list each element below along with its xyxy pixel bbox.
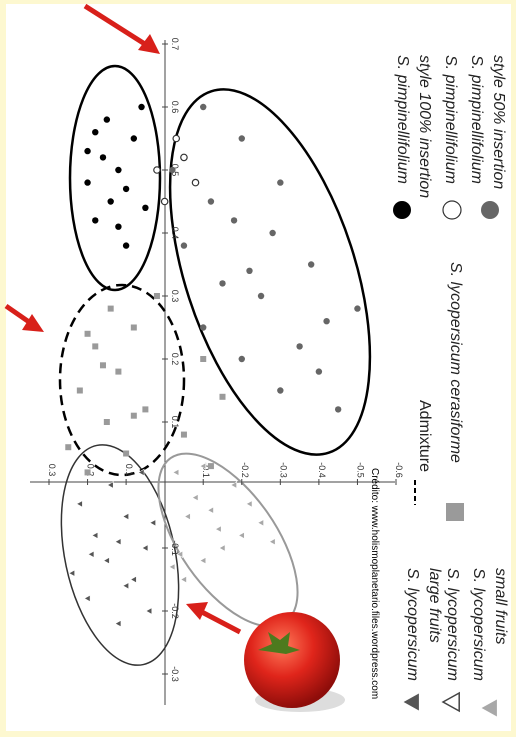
- point: [258, 293, 264, 299]
- point: [131, 135, 137, 141]
- point: [77, 388, 83, 394]
- credit: Crédito: www.holismoplanetario.files.wor…: [369, 468, 380, 699]
- point: [104, 419, 110, 425]
- point: [220, 394, 226, 400]
- legend-label: style 50% insertion: [490, 55, 507, 189]
- point: [131, 325, 137, 331]
- y-tick-label: -0.6: [394, 462, 404, 478]
- point: [246, 268, 252, 274]
- legend-symbol: [393, 201, 411, 219]
- y-tick-label: -0.4: [317, 462, 327, 478]
- point: [200, 324, 206, 330]
- y-tick-label: 0.1: [124, 464, 134, 477]
- legend-label: S. lycopersicum: [444, 568, 461, 681]
- legend-label: S. lycopersicum: [404, 568, 421, 681]
- point: [239, 356, 245, 362]
- x-tick-label: -0.3: [170, 666, 180, 682]
- point: [142, 406, 148, 412]
- x-tick-label: 0.4: [170, 227, 180, 240]
- point: [142, 205, 148, 211]
- point: [208, 463, 214, 469]
- point: [181, 154, 187, 160]
- point: [115, 224, 121, 230]
- point: [335, 406, 341, 412]
- y-tick-label: -0.3: [278, 462, 288, 478]
- x-tick-label: 0.1: [170, 416, 180, 429]
- legend-label: S. pimpinellifolium: [394, 55, 411, 184]
- point: [308, 261, 314, 267]
- point: [131, 413, 137, 419]
- legend-label: Admixture: [416, 400, 433, 472]
- point: [108, 306, 114, 312]
- point: [92, 129, 98, 135]
- point: [85, 469, 91, 475]
- tomato: [244, 612, 340, 708]
- legend-label: S. pimpinellifolium: [468, 55, 485, 184]
- point: [84, 148, 90, 154]
- x-tick-label: 0.6: [170, 101, 180, 114]
- point: [208, 198, 214, 204]
- point: [200, 356, 206, 362]
- point: [173, 135, 179, 141]
- point: [123, 186, 129, 192]
- point: [277, 179, 283, 185]
- point: [104, 116, 110, 122]
- point: [107, 198, 113, 204]
- figure: Crédito: www.holismoplanetario.files.wor…: [0, 0, 516, 737]
- point: [115, 167, 121, 173]
- point: [92, 217, 98, 223]
- legend-symbol: [443, 201, 461, 219]
- point: [181, 432, 187, 438]
- y-tick-label: 0.3: [47, 464, 57, 477]
- point: [138, 104, 144, 110]
- x-tick-label: 0.3: [170, 290, 180, 303]
- point: [161, 198, 167, 204]
- point: [123, 242, 129, 248]
- point: [239, 135, 245, 141]
- legend-label: large fruits: [426, 568, 443, 643]
- point: [85, 331, 91, 337]
- point: [219, 280, 225, 286]
- point: [154, 167, 160, 173]
- legend-label: small fruits: [492, 568, 509, 644]
- legend-label: S. pimpinellifolium: [442, 55, 459, 184]
- point: [92, 343, 98, 349]
- point: [323, 318, 329, 324]
- legend-symbol: [481, 201, 499, 219]
- point: [316, 368, 322, 374]
- point: [100, 154, 106, 160]
- point: [100, 362, 106, 368]
- point: [84, 179, 90, 185]
- x-tick-label: -0.2: [170, 603, 180, 619]
- point: [123, 451, 129, 457]
- legend-label: S. lycopersicum cerasiforme: [447, 262, 464, 463]
- legend-symbol: [446, 503, 464, 521]
- point: [231, 217, 237, 223]
- point: [354, 305, 360, 311]
- x-tick-label: 0.7: [170, 38, 180, 51]
- point: [65, 444, 71, 450]
- point: [277, 387, 283, 393]
- point: [296, 343, 302, 349]
- point: [181, 242, 187, 248]
- point: [154, 293, 160, 299]
- point: [169, 167, 175, 173]
- y-tick-label: -0.5: [355, 462, 365, 478]
- point: [192, 179, 198, 185]
- point: [115, 369, 121, 375]
- point: [200, 104, 206, 110]
- x-tick-label: 0.2: [170, 353, 180, 366]
- point: [269, 230, 275, 236]
- legend-label: S. lycopersicum: [470, 568, 487, 681]
- legend-label: style 100% insertion: [416, 55, 433, 198]
- y-tick-label: -0.2: [240, 462, 250, 478]
